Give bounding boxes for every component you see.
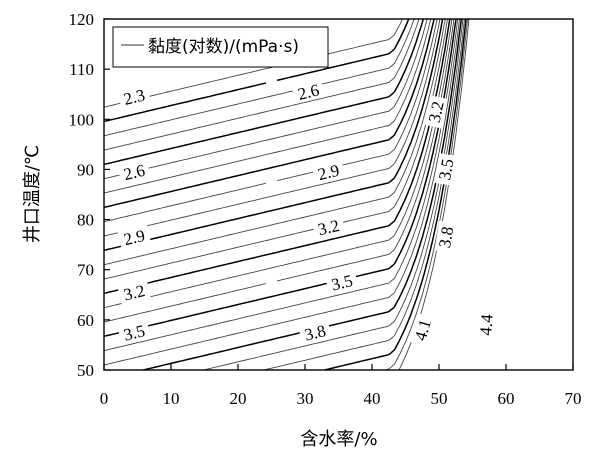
plot-frame bbox=[103, 18, 574, 371]
contour-label: 3.5 bbox=[117, 320, 151, 345]
contour-label-text: 2.6 bbox=[122, 161, 147, 184]
contour-label-text: 3.8 bbox=[435, 225, 457, 249]
contour-label: 3.2 bbox=[311, 214, 346, 240]
contour-label-background bbox=[311, 214, 346, 240]
contour-label-background bbox=[423, 95, 448, 129]
contour-line-minor bbox=[104, 19, 420, 151]
contour-label-text: 2.9 bbox=[316, 161, 341, 184]
x-tick-label: 60 bbox=[498, 389, 515, 408]
contour-lines bbox=[104, 19, 470, 370]
contour-label: 2.9 bbox=[311, 159, 346, 185]
contour-label-text: 3.8 bbox=[303, 321, 328, 344]
contour-label-text: 4.4 bbox=[476, 313, 496, 336]
contour-label-background bbox=[117, 280, 151, 305]
contour-line-major bbox=[104, 19, 457, 338]
contour-line-major bbox=[104, 19, 424, 166]
legend-box bbox=[112, 26, 329, 68]
x-tick-label: 30 bbox=[297, 389, 314, 408]
contour-line-major bbox=[104, 19, 410, 123]
contour-label-background bbox=[409, 312, 436, 347]
contour-line-minor bbox=[104, 19, 459, 352]
contour-label-text: 2.9 bbox=[122, 226, 147, 249]
y-tick-label: 110 bbox=[69, 60, 94, 79]
contour-label: 2.9 bbox=[117, 224, 151, 250]
contour-label-background bbox=[117, 84, 151, 109]
contour-labels: 2.3 2.6 2.9 3.2 3.5 2.6 2.9 3.2 3.5 3.8 3.2 3.5 3.8 4… bbox=[117, 79, 497, 347]
contour-line-minor bbox=[104, 19, 455, 323]
contour-label-text: 2.6 bbox=[296, 80, 321, 103]
contour-label-background bbox=[475, 309, 496, 341]
contour-label-text: 2.3 bbox=[122, 85, 147, 108]
contour-label-background bbox=[325, 270, 359, 295]
y-tick-label: 90 bbox=[77, 160, 94, 179]
contour-label: 2.3 bbox=[117, 84, 151, 109]
contour-label: 3.8 bbox=[434, 220, 458, 254]
y-axis-title: 井口温度/℃ bbox=[22, 145, 43, 243]
contour-label: 4.4 bbox=[475, 309, 497, 341]
contour-line-minor bbox=[104, 19, 432, 194]
contour-line-major bbox=[104, 19, 444, 252]
contour-line-major bbox=[143, 19, 463, 370]
contour-label-text: 3.2 bbox=[122, 281, 147, 304]
x-tick-label: 10 bbox=[163, 389, 180, 408]
contour-label: 2.6 bbox=[291, 79, 326, 104]
contour-label-background bbox=[434, 153, 458, 186]
contour-label-background bbox=[434, 220, 458, 254]
contour-label-text: 3.2 bbox=[316, 216, 341, 239]
contour-label-background bbox=[117, 320, 151, 345]
contour-line-minor bbox=[104, 19, 446, 266]
contour-label-background bbox=[117, 224, 151, 250]
contour-label-text: 3.5 bbox=[435, 157, 457, 181]
contour-line-major bbox=[104, 19, 435, 209]
contour-label: 3.2 bbox=[423, 95, 448, 129]
contour-label: 3.8 bbox=[298, 320, 332, 345]
contour-label-text: 3.2 bbox=[425, 100, 448, 125]
y-tick-label: 100 bbox=[69, 110, 95, 129]
legend-label: 黏度(对数)/(mPa·s) bbox=[148, 37, 299, 57]
x-tick-label: 50 bbox=[431, 389, 448, 408]
y-tick-label: 80 bbox=[77, 211, 94, 230]
contour-label-background bbox=[291, 79, 326, 104]
y-tick-label: 70 bbox=[77, 261, 94, 280]
x-tick-label: 40 bbox=[364, 389, 381, 408]
x-tick-label: 70 bbox=[565, 389, 582, 408]
contour-label: 3.5 bbox=[434, 153, 458, 186]
contour-label-background bbox=[117, 159, 151, 185]
y-tick-label: 120 bbox=[69, 10, 95, 29]
x-tick-label: 20 bbox=[230, 389, 247, 408]
contour-label: 3.5 bbox=[325, 270, 359, 295]
x-tick-label: 0 bbox=[100, 389, 109, 408]
x-axis-title: 含水率/% bbox=[300, 429, 377, 450]
y-axis: 50 60 70 80 90 100 110 120 bbox=[69, 10, 110, 380]
contour-line-minor bbox=[104, 19, 460, 366]
y-tick-label: 50 bbox=[77, 361, 94, 380]
x-axis: 0 10 20 30 40 50 60 70 bbox=[100, 364, 582, 408]
legend: 黏度(对数)/(mPa·s) bbox=[112, 26, 329, 68]
contour-label: 3.2 bbox=[117, 280, 151, 305]
contour-label: 2.6 bbox=[117, 159, 151, 185]
y-tick-label: 60 bbox=[77, 311, 94, 330]
contour-label-text: 3.5 bbox=[329, 271, 354, 294]
contour-label: 4.1 bbox=[409, 312, 436, 347]
contour-label-text: 3.5 bbox=[122, 321, 147, 344]
contour-line-minor bbox=[104, 19, 441, 237]
contour-label-background bbox=[311, 159, 346, 185]
contour-label-background bbox=[298, 320, 332, 345]
